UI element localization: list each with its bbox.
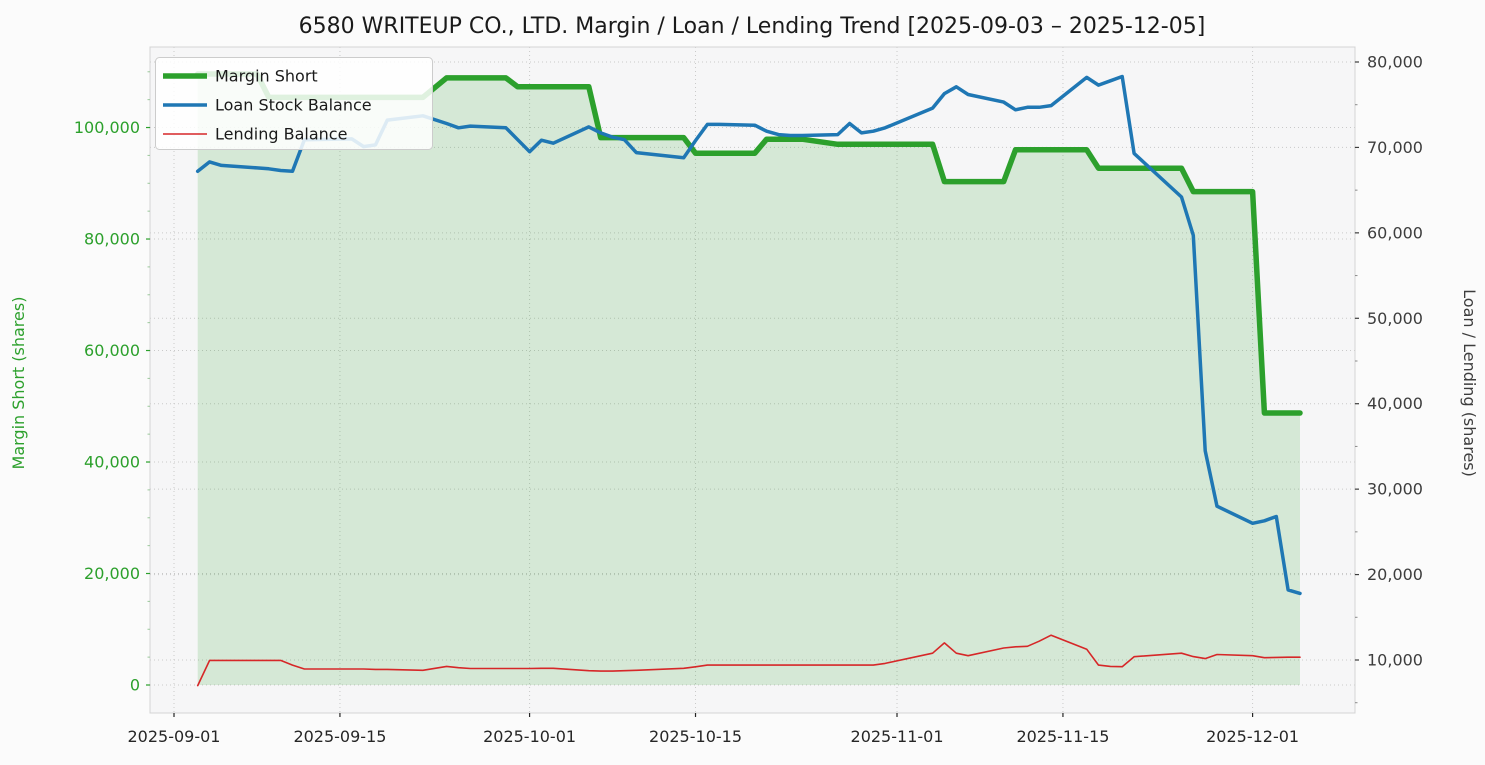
legend-label-loan-stock: Loan Stock Balance <box>215 96 372 115</box>
gridlines <box>150 47 1355 713</box>
x-tick-label: 2025-09-15 <box>293 727 386 746</box>
plot-border <box>149 46 1356 714</box>
left-tick-label: 80,000 <box>84 230 140 249</box>
right-tick-label: 40,000 <box>1367 394 1423 413</box>
lending-balance-line <box>196 634 1301 687</box>
right-axis-label: Loan / Lending (shares) <box>1460 289 1479 477</box>
x-tick-label: 2025-09-01 <box>128 727 221 746</box>
right-tick-label: 70,000 <box>1367 138 1423 157</box>
legend-box <box>155 57 433 150</box>
right-tick-label: 80,000 <box>1367 52 1423 71</box>
right-tick-label: 30,000 <box>1367 480 1423 499</box>
plot-area <box>150 47 1355 713</box>
legend-label-margin-short: Margin Short <box>215 67 318 86</box>
right-tick-label: 20,000 <box>1367 565 1423 584</box>
chart-title: 6580 WRITEUP CO., LTD. Margin / Loan / L… <box>299 14 1206 39</box>
right-tick-label: 60,000 <box>1367 223 1423 242</box>
x-tick-label: 2025-12-01 <box>1206 727 1299 746</box>
margin-short-area <box>197 74 1301 685</box>
right-tick-label: 50,000 <box>1367 309 1423 328</box>
right-tick-label: 10,000 <box>1367 651 1423 670</box>
x-tick-label: 2025-11-15 <box>1016 727 1109 746</box>
left-tick-label: 100,000 <box>74 118 140 137</box>
legend: Margin Short Loan Stock Balance Lending … <box>155 57 433 150</box>
axes-layer: 0 20,000 40,000 60,000 80,000 100,000 10,000 20… <box>74 52 1423 746</box>
left-axis-label: Margin Short (shares) <box>9 297 28 470</box>
x-tick-label: 2025-11-01 <box>851 727 944 746</box>
x-tick-label: 2025-10-15 <box>649 727 742 746</box>
legend-label-lending: Lending Balance <box>215 125 347 144</box>
series-layer <box>194 71 1303 687</box>
left-tick-label: 60,000 <box>84 341 140 360</box>
left-tick-label: 40,000 <box>84 453 140 472</box>
left-tick-label: 20,000 <box>84 564 140 583</box>
left-tick-label: 0 <box>130 676 140 695</box>
x-tick-label: 2025-10-01 <box>483 727 576 746</box>
